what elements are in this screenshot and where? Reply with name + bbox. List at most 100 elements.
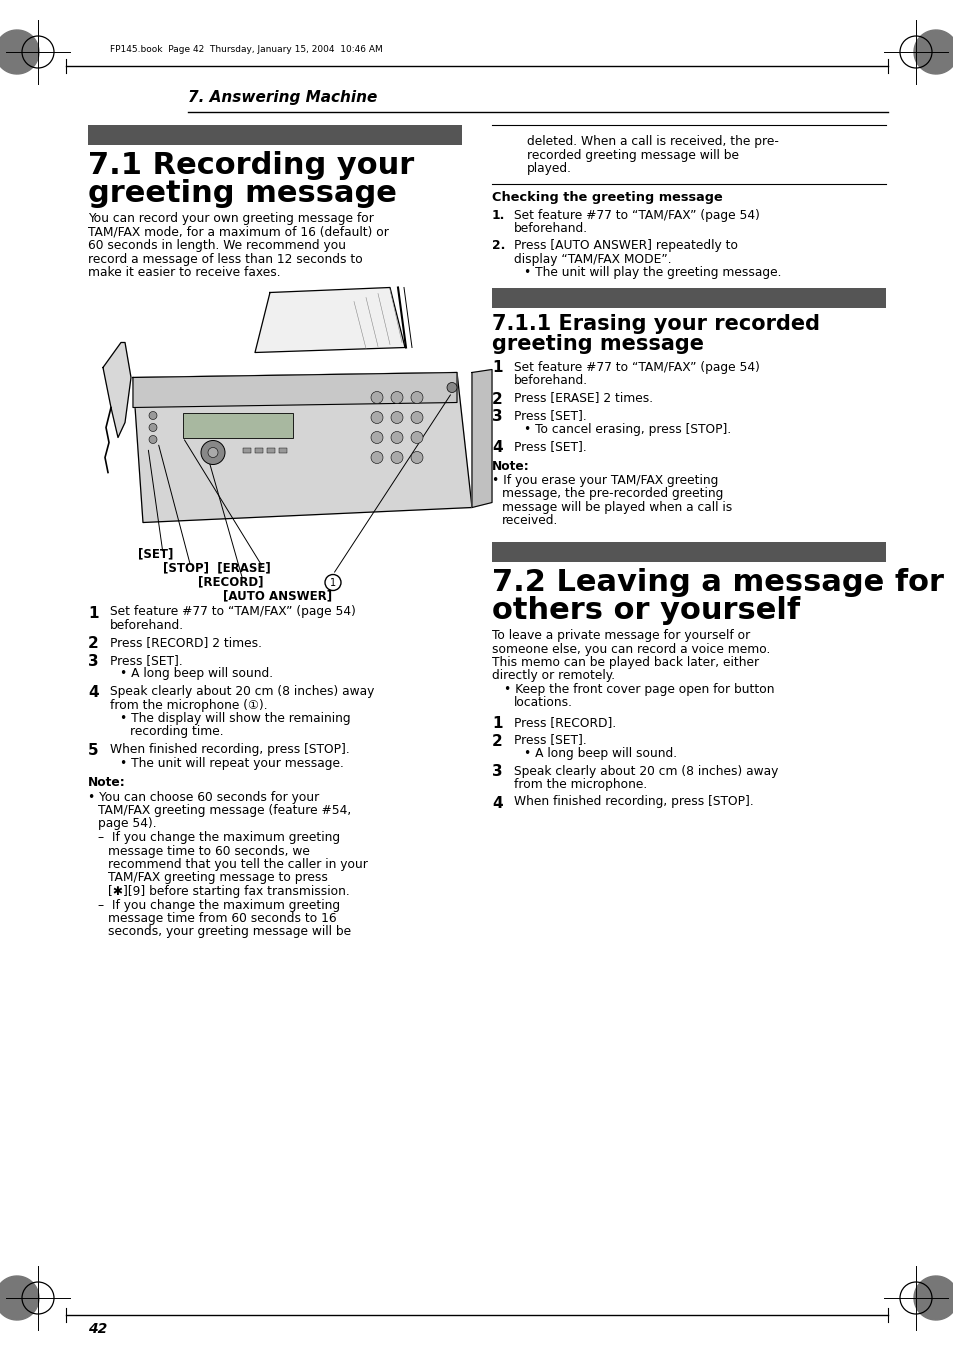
Text: Note:: Note:	[88, 775, 126, 789]
Circle shape	[391, 431, 402, 443]
Text: –  If you change the maximum greeting: – If you change the maximum greeting	[98, 898, 340, 912]
Text: Set feature #77 to “TAM/FAX” (page 54): Set feature #77 to “TAM/FAX” (page 54)	[110, 605, 355, 619]
Text: To leave a private message for yourself or: To leave a private message for yourself …	[492, 630, 749, 642]
Text: 4: 4	[492, 440, 502, 455]
Circle shape	[371, 431, 382, 443]
Text: • You can choose 60 seconds for your: • You can choose 60 seconds for your	[88, 790, 319, 804]
Text: • A long beep will sound.: • A long beep will sound.	[120, 667, 273, 681]
Text: This memo can be played back later, either: This memo can be played back later, eith…	[492, 657, 759, 669]
Bar	[492, 542, 885, 562]
Text: 2: 2	[492, 392, 502, 407]
Text: When finished recording, press [STOP].: When finished recording, press [STOP].	[110, 743, 350, 757]
Text: message time to 60 seconds, we: message time to 60 seconds, we	[108, 844, 310, 858]
Text: [AUTO ANSWER]: [AUTO ANSWER]	[223, 589, 332, 603]
Text: recommend that you tell the caller in your: recommend that you tell the caller in yo…	[108, 858, 368, 871]
Bar	[492, 288, 885, 308]
Text: 1.: 1.	[492, 209, 505, 222]
Circle shape	[149, 412, 157, 420]
Text: deleted. When a call is received, the pre-: deleted. When a call is received, the pr…	[526, 135, 778, 149]
Circle shape	[371, 392, 382, 404]
Text: [SET]: [SET]	[138, 547, 173, 561]
Text: 1: 1	[88, 605, 98, 620]
Text: 4: 4	[88, 685, 98, 700]
Text: 2: 2	[492, 734, 502, 748]
Text: message will be played when a call is: message will be played when a call is	[501, 501, 732, 513]
Polygon shape	[103, 343, 131, 438]
Circle shape	[201, 440, 225, 465]
Polygon shape	[913, 1275, 953, 1320]
Circle shape	[411, 412, 422, 423]
Text: 2: 2	[88, 636, 99, 651]
Text: • Keep the front cover page open for button: • Keep the front cover page open for but…	[503, 684, 774, 696]
Text: Press [RECORD].: Press [RECORD].	[514, 716, 616, 730]
Circle shape	[371, 412, 382, 423]
Text: beforehand.: beforehand.	[514, 223, 587, 235]
Text: • To cancel erasing, press [STOP].: • To cancel erasing, press [STOP].	[523, 423, 731, 435]
Bar	[267, 447, 274, 453]
Circle shape	[391, 412, 402, 423]
Polygon shape	[132, 373, 472, 523]
Text: Press [SET].: Press [SET].	[514, 440, 586, 453]
Text: page 54).: page 54).	[98, 817, 156, 831]
Text: Press [RECORD] 2 times.: Press [RECORD] 2 times.	[110, 636, 262, 650]
Text: –  If you change the maximum greeting: – If you change the maximum greeting	[98, 831, 340, 844]
Text: Press [SET].: Press [SET].	[514, 734, 586, 747]
Text: beforehand.: beforehand.	[514, 374, 587, 386]
Text: beforehand.: beforehand.	[110, 619, 184, 632]
Bar	[254, 447, 263, 453]
Text: played.: played.	[526, 162, 572, 176]
Text: 4: 4	[492, 796, 502, 811]
Circle shape	[149, 423, 157, 431]
Text: 7.2 Leaving a message for: 7.2 Leaving a message for	[492, 567, 943, 597]
Text: 1: 1	[492, 361, 502, 376]
Text: 3: 3	[492, 409, 502, 424]
Text: Set feature #77 to “TAM/FAX” (page 54): Set feature #77 to “TAM/FAX” (page 54)	[514, 361, 760, 373]
Text: someone else, you can record a voice memo.: someone else, you can record a voice mem…	[492, 643, 770, 655]
Text: • The unit will play the greeting message.: • The unit will play the greeting messag…	[523, 266, 781, 280]
Polygon shape	[132, 373, 456, 408]
Circle shape	[411, 431, 422, 443]
Text: • The unit will repeat your message.: • The unit will repeat your message.	[120, 757, 343, 770]
Text: FP145.book  Page 42  Thursday, January 15, 2004  10:46 AM: FP145.book Page 42 Thursday, January 15,…	[110, 46, 382, 54]
Circle shape	[447, 382, 456, 393]
Circle shape	[391, 451, 402, 463]
Text: record a message of less than 12 seconds to: record a message of less than 12 seconds…	[88, 253, 362, 266]
Text: 7. Answering Machine: 7. Answering Machine	[188, 91, 377, 105]
Text: 7.1.1 Erasing your recorded: 7.1.1 Erasing your recorded	[492, 313, 820, 334]
Text: 1: 1	[492, 716, 502, 731]
Text: TAM/FAX greeting message to press: TAM/FAX greeting message to press	[108, 871, 328, 885]
Circle shape	[149, 435, 157, 443]
Circle shape	[391, 392, 402, 404]
Text: [RECORD]: [RECORD]	[198, 576, 263, 589]
Text: display “TAM/FAX MODE”.: display “TAM/FAX MODE”.	[514, 253, 671, 266]
Circle shape	[411, 392, 422, 404]
Polygon shape	[913, 30, 953, 74]
Text: message time from 60 seconds to 16: message time from 60 seconds to 16	[108, 912, 336, 925]
Text: TAM/FAX mode, for a maximum of 16 (default) or: TAM/FAX mode, for a maximum of 16 (defau…	[88, 226, 389, 239]
Circle shape	[411, 451, 422, 463]
Text: [✱][9] before starting fax transmission.: [✱][9] before starting fax transmission.	[108, 885, 350, 898]
Text: recording time.: recording time.	[130, 725, 223, 739]
Text: [STOP]  [ERASE]: [STOP] [ERASE]	[163, 562, 271, 574]
Bar	[243, 447, 251, 453]
Text: from the microphone.: from the microphone.	[514, 778, 646, 790]
Text: locations.: locations.	[514, 697, 573, 709]
Text: make it easier to receive faxes.: make it easier to receive faxes.	[88, 266, 280, 280]
Text: Press [ERASE] 2 times.: Press [ERASE] 2 times.	[514, 392, 653, 404]
Text: When finished recording, press [STOP].: When finished recording, press [STOP].	[514, 796, 753, 808]
Text: greeting message: greeting message	[88, 178, 396, 208]
Text: • If you erase your TAM/FAX greeting: • If you erase your TAM/FAX greeting	[492, 474, 718, 486]
Text: Speak clearly about 20 cm (8 inches) away: Speak clearly about 20 cm (8 inches) awa…	[110, 685, 374, 698]
Text: Press [SET].: Press [SET].	[110, 654, 183, 667]
Text: recorded greeting message will be: recorded greeting message will be	[526, 149, 739, 162]
Text: Checking the greeting message: Checking the greeting message	[492, 192, 722, 204]
Text: • A long beep will sound.: • A long beep will sound.	[523, 747, 677, 761]
Text: You can record your own greeting message for: You can record your own greeting message…	[88, 212, 374, 226]
Text: seconds, your greeting message will be: seconds, your greeting message will be	[108, 925, 351, 939]
Bar	[183, 412, 293, 438]
Text: 7.1 Recording your: 7.1 Recording your	[88, 151, 414, 180]
Text: Press [SET].: Press [SET].	[514, 409, 586, 422]
Circle shape	[371, 451, 382, 463]
Text: Press [AUTO ANSWER] repeatedly to: Press [AUTO ANSWER] repeatedly to	[514, 239, 738, 253]
Text: 1: 1	[330, 577, 335, 588]
